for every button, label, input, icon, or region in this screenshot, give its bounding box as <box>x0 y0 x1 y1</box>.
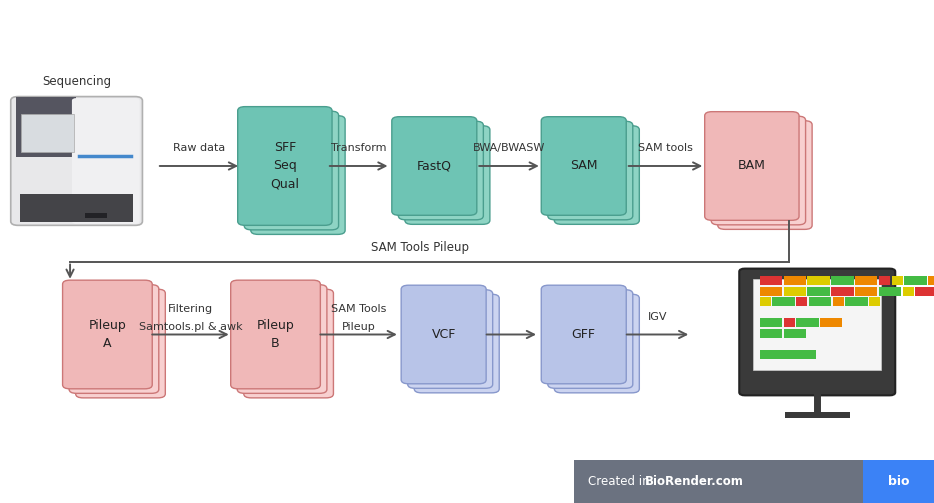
FancyBboxPatch shape <box>740 269 896 395</box>
Bar <box>784 287 806 296</box>
FancyBboxPatch shape <box>11 97 143 225</box>
Bar <box>831 287 854 296</box>
FancyBboxPatch shape <box>405 126 490 224</box>
Bar <box>760 318 783 327</box>
Text: SAM: SAM <box>570 159 598 173</box>
Bar <box>869 297 880 306</box>
Bar <box>809 297 831 306</box>
FancyBboxPatch shape <box>76 289 165 398</box>
Text: SAM Tools: SAM Tools <box>331 304 387 314</box>
FancyBboxPatch shape <box>69 285 159 393</box>
Bar <box>760 287 783 296</box>
FancyBboxPatch shape <box>712 116 805 225</box>
Bar <box>863 460 934 503</box>
Bar <box>784 276 806 285</box>
Bar <box>807 287 830 296</box>
Text: Sequencing: Sequencing <box>42 75 111 88</box>
Text: SAM tools: SAM tools <box>638 143 692 153</box>
Text: BAM: BAM <box>738 159 766 173</box>
Bar <box>760 350 816 359</box>
FancyBboxPatch shape <box>542 285 626 384</box>
FancyBboxPatch shape <box>753 279 882 370</box>
Bar <box>891 276 902 285</box>
Text: SFF
Seq
Qual: SFF Seq Qual <box>270 141 300 191</box>
Bar <box>796 318 818 327</box>
FancyBboxPatch shape <box>21 114 74 152</box>
Text: GFF: GFF <box>572 328 596 341</box>
Bar <box>785 412 850 418</box>
Text: BWA/BWASW: BWA/BWASW <box>473 143 545 153</box>
FancyBboxPatch shape <box>244 289 333 398</box>
FancyBboxPatch shape <box>17 97 77 157</box>
FancyBboxPatch shape <box>399 121 484 220</box>
Bar <box>879 287 901 296</box>
FancyBboxPatch shape <box>392 117 477 215</box>
Text: Filtering: Filtering <box>168 304 213 314</box>
FancyBboxPatch shape <box>250 116 346 234</box>
FancyBboxPatch shape <box>415 294 499 393</box>
Bar <box>820 318 842 327</box>
Bar <box>856 287 878 296</box>
Text: FastQ: FastQ <box>417 159 452 173</box>
Bar <box>845 297 868 306</box>
Bar <box>760 329 783 338</box>
Bar <box>902 287 913 296</box>
FancyBboxPatch shape <box>231 280 320 389</box>
FancyBboxPatch shape <box>705 112 800 220</box>
Bar <box>760 297 771 306</box>
FancyBboxPatch shape <box>237 285 327 393</box>
Text: Pileup: Pileup <box>342 322 375 332</box>
Text: IGV: IGV <box>648 312 667 322</box>
Bar <box>831 276 854 285</box>
Text: BioRender.com: BioRender.com <box>644 475 743 488</box>
Text: Transform: Transform <box>331 143 387 153</box>
Bar <box>796 297 807 306</box>
Bar <box>879 276 890 285</box>
Text: Pileup
A: Pileup A <box>89 319 126 350</box>
Text: Pileup
B: Pileup B <box>257 319 294 350</box>
Bar <box>927 276 934 285</box>
Text: VCF: VCF <box>432 328 456 341</box>
FancyBboxPatch shape <box>63 280 152 389</box>
FancyBboxPatch shape <box>542 117 626 215</box>
FancyBboxPatch shape <box>402 285 487 384</box>
FancyBboxPatch shape <box>407 290 493 388</box>
FancyBboxPatch shape <box>85 213 107 218</box>
FancyBboxPatch shape <box>237 107 333 225</box>
FancyBboxPatch shape <box>21 194 134 222</box>
FancyBboxPatch shape <box>548 290 633 388</box>
Bar <box>832 297 843 306</box>
Bar <box>807 276 830 285</box>
FancyBboxPatch shape <box>72 98 140 224</box>
Text: bio: bio <box>887 475 910 488</box>
FancyBboxPatch shape <box>555 126 639 224</box>
Text: Created in: Created in <box>588 475 654 488</box>
FancyBboxPatch shape <box>548 121 633 220</box>
Bar <box>760 276 783 285</box>
Bar <box>915 287 934 296</box>
Bar <box>772 297 795 306</box>
Bar <box>574 460 934 503</box>
Bar <box>784 329 806 338</box>
Bar <box>784 318 795 327</box>
Text: Samtools.pl & awk: Samtools.pl & awk <box>139 322 242 332</box>
Text: SAM Tools Pileup: SAM Tools Pileup <box>372 241 469 254</box>
Text: Raw data: Raw data <box>173 143 225 153</box>
Bar <box>856 276 878 285</box>
FancyBboxPatch shape <box>718 121 813 229</box>
FancyBboxPatch shape <box>555 294 639 393</box>
Bar <box>904 276 927 285</box>
FancyBboxPatch shape <box>245 111 339 230</box>
